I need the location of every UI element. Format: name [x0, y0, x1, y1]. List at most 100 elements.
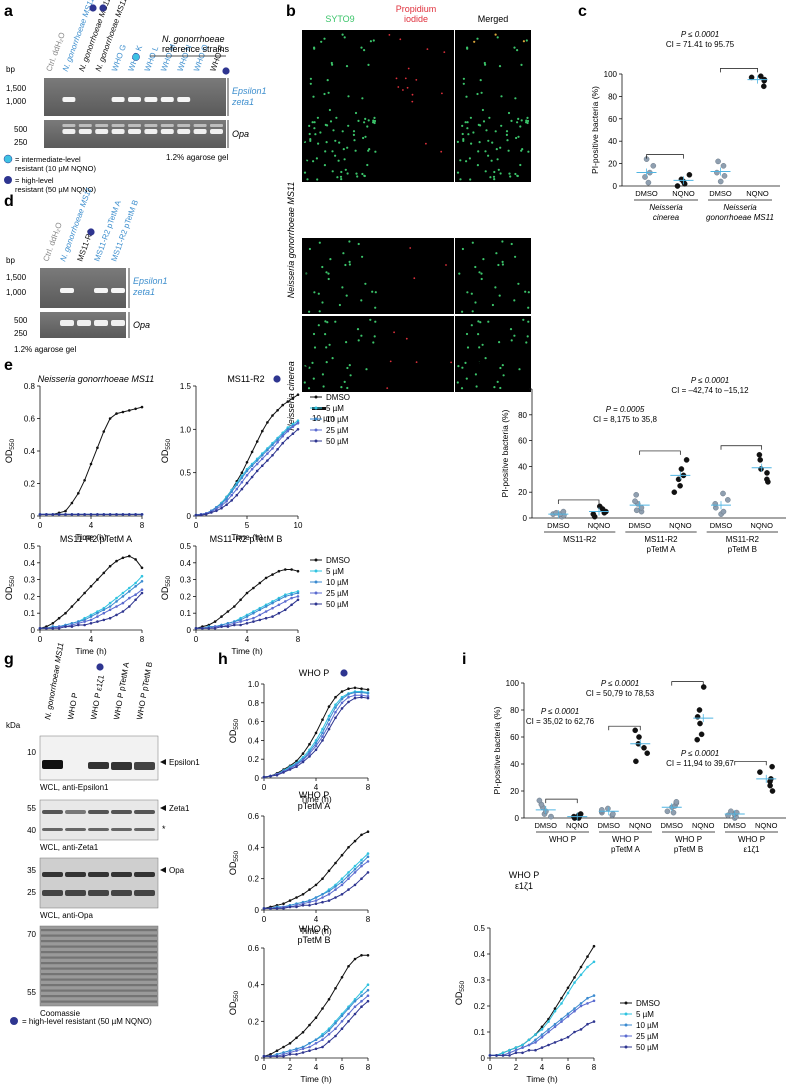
h4-xtick-label: 2: [514, 1063, 519, 1072]
h1-point-0: [314, 731, 318, 735]
e4-point-0: [220, 615, 223, 618]
f-point-1: [597, 503, 603, 510]
cell-r0-c2: [500, 95, 503, 98]
h4-ytick-label: 0.4: [474, 950, 486, 959]
cell-r2-c0: [374, 306, 377, 309]
h3-point-0: [340, 976, 344, 979]
cell-r3-c0: [322, 385, 325, 388]
blot-g-tick-1-0: 55: [27, 804, 36, 813]
c-group-1-1: gonorrhoeae MS11: [706, 213, 774, 222]
blot-g-coomassie-band-6: [41, 962, 157, 965]
h4-point-0: [586, 955, 589, 958]
cell-r2-c0: [361, 255, 364, 258]
h1-ytick-label: 0.2: [248, 755, 260, 764]
f-x-label-0: DMSO: [547, 521, 570, 530]
e2-point-2: [276, 438, 279, 442]
blot-g-star: *: [162, 824, 166, 834]
e2-point-0: [286, 400, 290, 403]
cell-r1-c0: [367, 119, 370, 122]
h2-point-2: [314, 896, 318, 899]
cell-r2-c2: [510, 242, 513, 246]
h2-title-1: pTetM A: [298, 801, 331, 811]
cell-r3-c0: [348, 364, 351, 367]
e4-point-4: [239, 623, 242, 627]
h3-series-2: [264, 989, 369, 1057]
h2-point-1: [360, 858, 363, 862]
h4-point-0: [566, 986, 570, 990]
e2-series-0: [195, 394, 299, 516]
c-point-2: [715, 158, 721, 165]
micrograph-r0-c2: [455, 30, 531, 106]
h4-title-1: ε1ζ1: [515, 881, 533, 891]
h3-point-2: [360, 994, 363, 997]
e3-point-2: [108, 605, 112, 608]
e4-ytick-label: 0.2: [180, 592, 192, 601]
h2-point-2: [360, 861, 363, 865]
e3-point-0: [64, 611, 67, 615]
e4-point-3: [284, 600, 287, 603]
blot-g-coomassie-band-9: [41, 978, 157, 981]
cell-r1-c0: [335, 116, 338, 119]
gel-a-band-top-8: [177, 97, 191, 102]
cell-r1-c0: [314, 133, 317, 136]
blot-g-band-2-1: [65, 872, 86, 877]
e4-point-2: [277, 598, 281, 602]
h4-ytick-label: 0.1: [474, 1028, 486, 1037]
h2-point-2: [340, 880, 344, 884]
cell-r0-c2: [525, 39, 528, 42]
cell-r2-c1: [409, 247, 412, 249]
micro-row-1: NQNO [50 µM]: [302, 49, 311, 102]
cell-r1-c2: [459, 178, 462, 181]
h4-point-2: [560, 1017, 563, 1021]
h4-title-0: WHO P: [509, 870, 540, 880]
i-point-3: [644, 750, 651, 757]
legend-e-label-0: DMSO: [326, 393, 350, 402]
cell-r1-c0: [347, 124, 350, 127]
blot-g-band-1-9: [134, 828, 155, 831]
cell-r1-c0: [352, 133, 355, 136]
h4-point-4: [495, 1054, 498, 1057]
h1-point-1: [340, 695, 344, 699]
cell-r2-c0: [344, 263, 347, 267]
legend-h-marker-4: [624, 1045, 628, 1049]
i-point-1: [577, 811, 584, 817]
h1-point-0: [295, 759, 298, 763]
gel-a-band-opa2-8: [177, 124, 191, 127]
cell-r2-c0: [374, 291, 377, 294]
h2-point-0: [301, 893, 305, 896]
f-ytick-label: 0: [523, 514, 528, 523]
e2-point-2: [261, 454, 264, 457]
micro-grid: [302, 30, 531, 392]
e3-point-4: [108, 616, 112, 620]
f-point-4: [725, 497, 731, 503]
h4-ytick-label: 0.5: [474, 924, 486, 933]
cell-r2-c0: [321, 265, 324, 269]
cell-r0-c1: [441, 92, 443, 95]
h1-ytick-label: 0.6: [248, 718, 260, 727]
h1-point-4: [301, 760, 305, 764]
i-bracket-1: [608, 725, 641, 731]
cell-r1-c2: [526, 121, 529, 125]
f-ytick-label: 60: [518, 437, 527, 446]
cell-r1-c0: [373, 119, 377, 123]
h1-point-4: [321, 739, 324, 742]
e3-point-0: [51, 622, 55, 625]
h1-title-dot: [340, 669, 348, 677]
cell-r0-c0: [341, 33, 344, 36]
e4-xtick-label: 0: [194, 635, 199, 644]
i-point-0: [536, 797, 543, 804]
f-point-4: [712, 500, 719, 507]
blot-g-band-2-6: [65, 890, 86, 896]
i-point-6: [728, 808, 734, 815]
e3-point-4: [70, 625, 74, 628]
e2-point-4: [266, 459, 269, 462]
cell-r1-c0: [317, 142, 320, 145]
micrograph-r2-c0: [302, 238, 378, 314]
e1-ytick-label: 0: [31, 512, 36, 521]
h4-point-4: [566, 1035, 570, 1039]
stat-i-1-ci: CI = 35,02 to 62,76: [526, 717, 595, 726]
h2-ytick-label: 0.2: [248, 875, 260, 884]
h4-point-4: [521, 1051, 524, 1055]
f-x-label-2: DMSO: [628, 521, 651, 530]
